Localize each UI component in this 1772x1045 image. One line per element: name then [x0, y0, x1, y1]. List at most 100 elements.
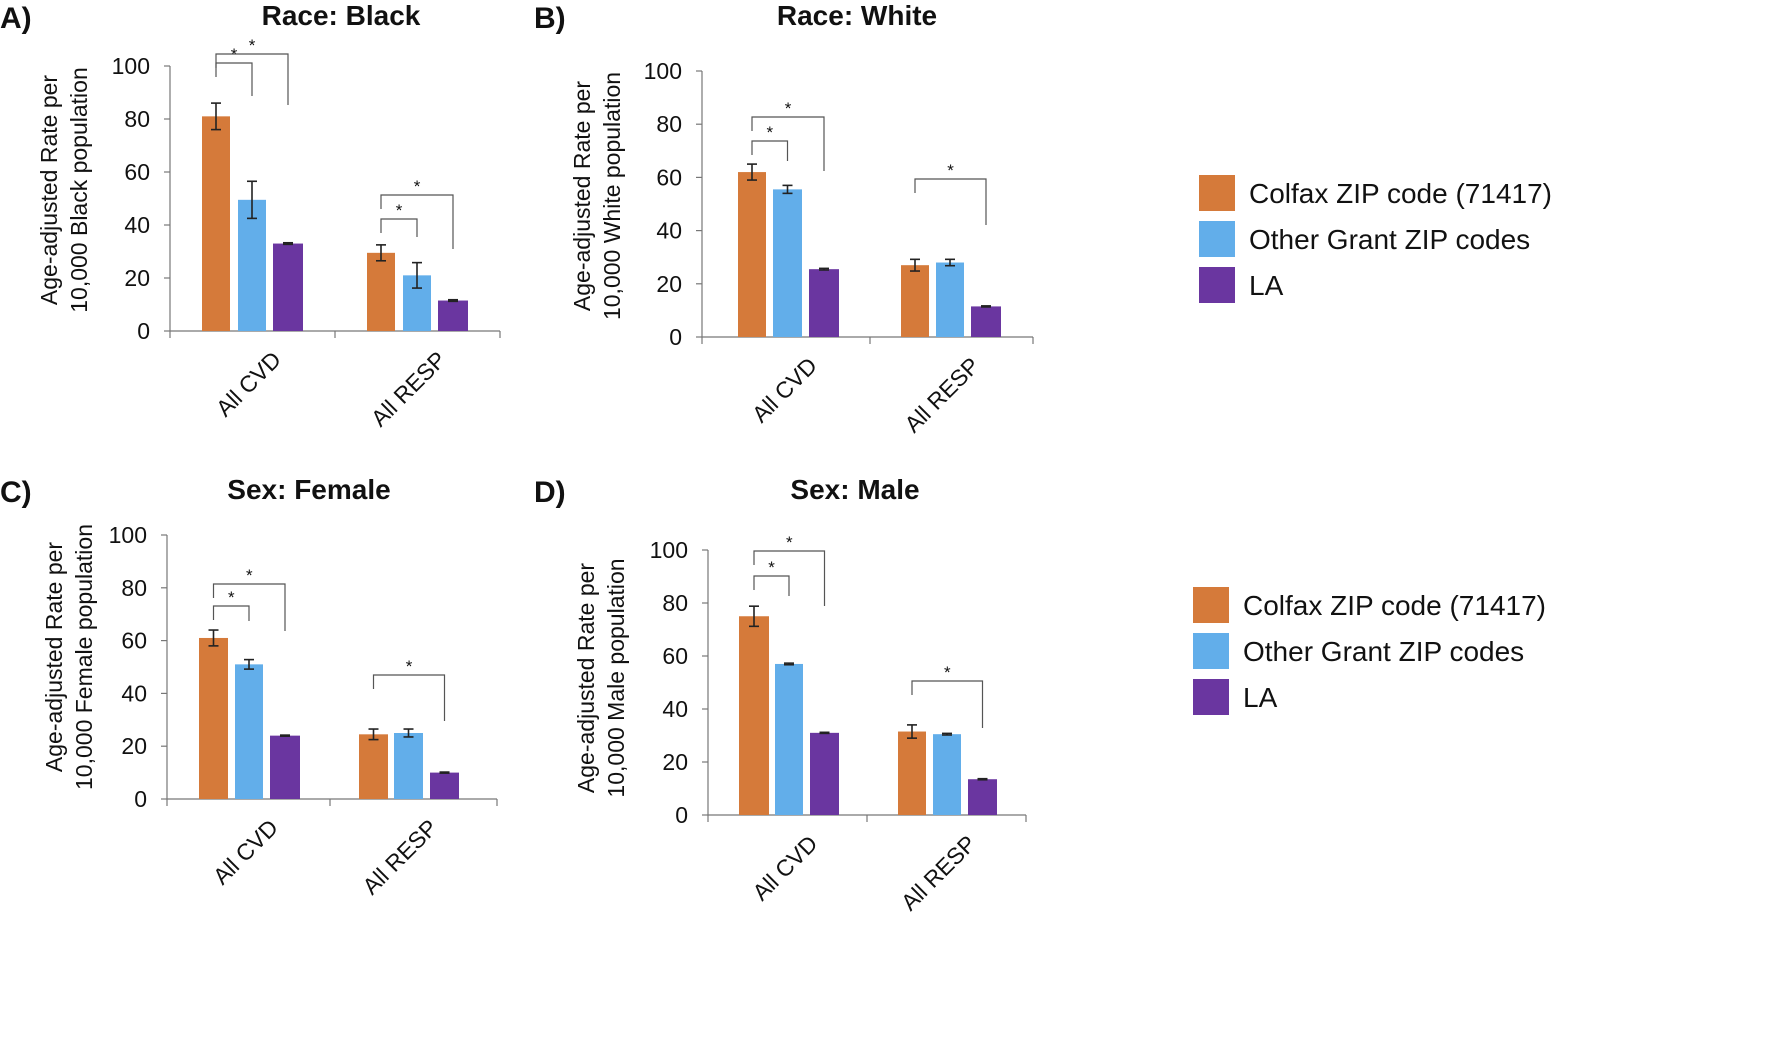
- y-tick-label: 80: [124, 106, 150, 132]
- significance-bracket: [372, 674, 446, 721]
- y-tick-label: 0: [137, 318, 150, 344]
- y-tick-label: 60: [121, 628, 147, 654]
- y-axis-label: Age-adjusted Rate per 10,000 Black popula…: [36, 67, 92, 313]
- y-tick-label: 20: [121, 733, 147, 759]
- y-tick-label: 100: [109, 522, 147, 548]
- significance-star: *: [396, 201, 403, 220]
- significance-star: *: [406, 657, 413, 676]
- y-tick-label: 100: [644, 58, 682, 84]
- y-tick-label: 100: [112, 53, 150, 79]
- y-tick-label: 80: [656, 111, 682, 137]
- bar: [202, 116, 230, 331]
- y-tick-label: 40: [121, 680, 147, 706]
- y-tick-label: 80: [662, 590, 688, 616]
- significance-bracket: [212, 605, 250, 621]
- y-tick-label: 40: [124, 212, 150, 238]
- bar: [270, 735, 300, 799]
- significance-star: *: [944, 663, 951, 682]
- bar: [775, 663, 803, 815]
- category-label: All CVD: [747, 830, 822, 905]
- significance-star: *: [947, 161, 954, 180]
- panel-label: A): [0, 2, 32, 35]
- y-tick-label: 0: [134, 786, 147, 812]
- y-tick-label: 40: [662, 696, 688, 722]
- legend-swatch: [1193, 679, 1229, 715]
- bar: [430, 772, 459, 799]
- chart-title: Sex: Male: [790, 474, 919, 505]
- y-tick-label: 20: [662, 749, 688, 775]
- legend-label: LA: [1249, 270, 1284, 301]
- significance-bracket: [751, 116, 825, 171]
- category-label: All RESP: [896, 830, 981, 915]
- y-tick-label: 100: [650, 537, 688, 563]
- category-label: All CVD: [747, 352, 822, 427]
- significance-bracket: [751, 140, 789, 161]
- bar: [933, 734, 961, 815]
- significance-star: *: [249, 36, 256, 55]
- bar: [739, 616, 769, 815]
- bar: [810, 732, 839, 815]
- bar: [199, 637, 228, 799]
- significance-bracket: [753, 550, 826, 606]
- panel-label: B): [534, 2, 566, 35]
- category-label: All RESP: [357, 814, 442, 899]
- panel-label: D): [534, 476, 566, 509]
- legend-swatch: [1199, 175, 1235, 211]
- chart-title: Race: White: [777, 0, 937, 31]
- y-axis-label-line: 10,000 Black population: [66, 67, 92, 313]
- y-tick-label: 20: [124, 265, 150, 291]
- significance-bracket: [215, 53, 289, 105]
- significance-star: *: [414, 177, 421, 196]
- legend-label: Other Grant ZIP codes: [1249, 224, 1530, 255]
- significance-bracket: [914, 178, 987, 225]
- y-tick-label: 80: [121, 575, 147, 601]
- legend: Colfax ZIP code (71417) Other Grant ZIP c…: [1193, 587, 1546, 715]
- y-axis-label: Age-adjusted Rate per 10,000 White popula…: [569, 72, 625, 320]
- y-tick-label: 20: [656, 271, 682, 297]
- y-tick-label: 60: [662, 643, 688, 669]
- significance-star: *: [768, 558, 775, 577]
- y-tick-label: 0: [675, 802, 688, 828]
- chart-panel: B) Race: White Age-adjusted Rate per 10,000…: [534, 0, 1034, 437]
- significance-star: *: [786, 533, 793, 552]
- legend-swatch: [1199, 267, 1235, 303]
- category-label: All RESP: [366, 346, 451, 431]
- bar: [809, 269, 839, 337]
- y-tick-label: 40: [656, 218, 682, 244]
- bar: [968, 779, 997, 815]
- significance-bracket: [911, 680, 984, 728]
- y-tick-label: 60: [656, 164, 682, 190]
- significance-star: *: [246, 566, 253, 585]
- significance-bracket: [215, 62, 253, 96]
- bar: [773, 189, 802, 337]
- chart-panel: A) Race: Black Age-adjusted Rate per 10,000…: [0, 0, 501, 431]
- y-axis-label-line: Age-adjusted Rate per: [573, 563, 599, 793]
- bar: [936, 262, 964, 337]
- legend-swatch: [1199, 221, 1235, 257]
- bar: [394, 733, 423, 799]
- y-axis-label-line: 10,000 Male population: [603, 558, 629, 797]
- bar: [238, 199, 266, 331]
- category-label: All CVD: [211, 346, 286, 421]
- y-tick-label: 60: [124, 159, 150, 185]
- legend-label: Colfax ZIP code (71417): [1243, 590, 1546, 621]
- significance-bracket: [753, 575, 790, 596]
- significance-bracket: [380, 218, 418, 237]
- significance-bracket: [212, 583, 286, 631]
- panel-label: C): [0, 476, 32, 509]
- y-axis-label: Age-adjusted Rate per 10,000 Female popul…: [41, 524, 97, 790]
- significance-star: *: [228, 588, 235, 607]
- chart-panel: D) Sex: Male Age-adjusted Rate per 10,000 M…: [534, 474, 1027, 915]
- legend-label: Other Grant ZIP codes: [1243, 636, 1524, 667]
- significance-star: *: [785, 99, 792, 118]
- bar: [273, 243, 303, 331]
- bar: [971, 306, 1001, 337]
- bar: [367, 252, 395, 331]
- bar: [738, 172, 766, 337]
- legend-swatch: [1193, 633, 1229, 669]
- legend-swatch: [1193, 587, 1229, 623]
- y-axis-label-line: Age-adjusted Rate per: [41, 542, 67, 772]
- bar: [898, 731, 926, 815]
- bar: [901, 265, 929, 337]
- y-axis-label-line: 10,000 White population: [599, 72, 625, 320]
